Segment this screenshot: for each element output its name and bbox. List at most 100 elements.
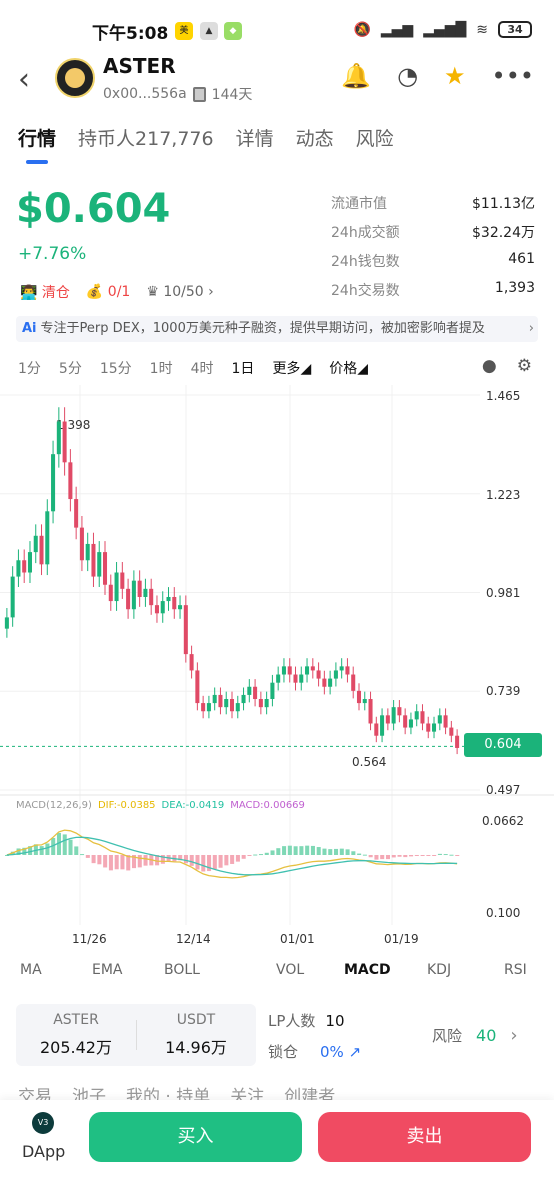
candle [143,588,148,597]
candle [414,711,419,720]
macd-bar [339,848,344,855]
ind-macd[interactable]: MACD [344,962,391,978]
candle [408,719,413,728]
tab-holders[interactable]: 持币人217,776 [78,128,214,150]
ind-ema[interactable]: EMA [92,962,123,978]
tf-1m[interactable]: 1分 [18,361,41,377]
tab-market[interactable]: 行情 [18,128,57,150]
ind-vol[interactable]: VOL [276,962,305,978]
dapp-button[interactable]: DApp [22,1142,66,1161]
macd-bar [334,848,339,855]
macd-bar [62,834,67,855]
macd-bar [351,851,356,855]
candle [310,666,315,671]
macd-bar [143,855,148,866]
subtab-creator[interactable]: 创建者 [284,1087,336,1100]
buy-button[interactable]: 买入 [89,1112,302,1162]
candle [241,694,246,704]
ratio-badge[interactable]: 💰 0/1 [85,284,131,300]
macd-bar [28,846,33,855]
candle [27,552,32,573]
subtab-follow[interactable]: 关注 [230,1087,265,1100]
ind-rsi[interactable]: RSI [504,962,527,978]
copy-icon[interactable] [192,86,206,102]
settings-icon[interactable]: ⚙ [516,356,532,376]
price-badges: 👨‍💻 清仓 💰 0/1 ♛ 10/50 › [20,282,214,302]
ind-kdj[interactable]: KDJ [427,962,452,978]
status-bar: 下午5:08 美 ▲ ◆ 🔕 ▂▄▆ ▂▄▆█ ≋ 34 [0,0,554,48]
macd-bar [45,843,50,855]
tab-details[interactable]: 详情 [235,128,274,150]
subtab-mine[interactable]: 我的 · 持单 [126,1087,211,1100]
candle [437,715,442,724]
pool-token-a: ASTER 205.42万 [40,1012,112,1057]
dea-line [6,836,458,876]
token-subtitle: 0x00...556a 144天 [103,84,252,104]
candle [10,576,15,618]
candle [201,703,206,712]
tf-5m[interactable]: 5分 [58,361,82,377]
candle [172,596,177,610]
candle [74,499,79,528]
macd-bar [91,855,96,864]
candle [91,543,96,577]
ind-ma[interactable]: MA [20,962,42,978]
tf-price[interactable]: 价格◢ [329,361,368,377]
star-icon[interactable]: ★ [444,62,466,90]
back-icon[interactable]: ‹ [18,62,30,97]
candlestick-chart[interactable]: 1.398 0.564 1.465 1.223 0.981 0.739 0.49… [0,385,554,955]
sell-button[interactable]: 卖出 [318,1112,531,1162]
candle [22,560,27,573]
tab-risk[interactable]: 风险 [355,128,394,150]
macd-bar [120,855,125,870]
ai-summary-text: 专注于Perp DEX，1000万美元种子融资，提供早期访问，被加密影响者提及 [40,321,485,336]
macd-bar [420,855,425,856]
macd-bar [270,850,275,855]
candle [293,674,298,683]
ind-boll[interactable]: BOLL [164,962,200,978]
lock-ratio[interactable]: 锁仓 0% ↗ [268,1043,362,1061]
macd-bar [235,855,240,862]
risk-score[interactable]: 风险 40 › [432,1025,518,1046]
subtab-pools[interactable]: 池子 [72,1087,106,1100]
candle [362,699,367,704]
tf-15m[interactable]: 15分 [99,361,132,377]
bubble-icon[interactable]: ● [481,356,497,376]
subtab-trades[interactable]: 交易 [18,1087,52,1100]
candle [356,690,362,704]
macd-bar [414,855,419,856]
tf-more[interactable]: 更多◢ [272,361,312,377]
app-icon: ▲ [200,22,218,40]
candle [443,715,448,728]
tf-1d[interactable]: 1日 [231,361,255,377]
candle [51,454,56,512]
candle [449,727,454,736]
candle [218,694,223,708]
bell-icon[interactable]: 🔔 [341,62,372,90]
rank-badge[interactable]: ♛ 10/50 › [146,284,214,300]
candle [229,699,235,712]
candle [432,723,437,732]
tf-1h[interactable]: 1时 [149,361,173,377]
candle [281,666,286,675]
macd-bar [322,848,327,855]
clear-badge[interactable]: 👨‍💻 清仓 [20,285,70,301]
token-avatar [55,58,95,98]
ai-summary-banner[interactable]: Ai 专注于Perp DEX，1000万美元种子融资，提供早期访问，被加密影响者提… [16,316,538,342]
candle [224,699,229,708]
tf-4h[interactable]: 4时 [190,361,214,377]
gauge-icon[interactable]: ◔ [397,62,419,90]
macd-bar [287,845,292,855]
x-tick: 11/26 [72,932,107,946]
candle [189,654,194,671]
tab-activity[interactable]: 动态 [295,128,334,150]
dapp-icon[interactable]: V3 [32,1112,54,1134]
candle [333,670,338,679]
tab-indicator [26,160,48,164]
candle [316,670,321,679]
macd-bar [189,855,194,866]
more-icon[interactable]: ••• [491,62,534,90]
high-label: 1.398 [56,418,90,432]
candle [149,588,154,606]
macd-bar [16,848,21,855]
